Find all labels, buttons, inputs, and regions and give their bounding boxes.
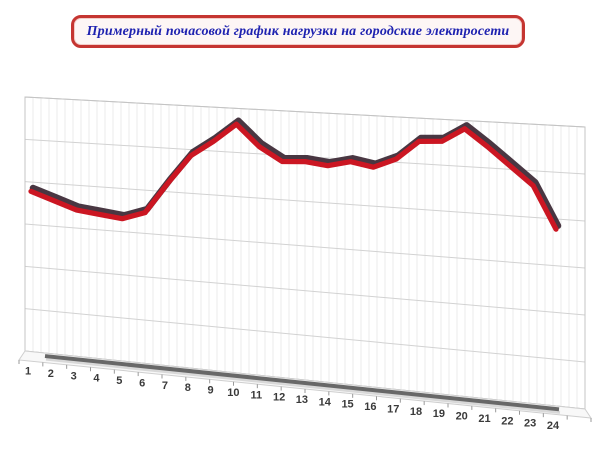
x-axis-label: 5 (116, 375, 122, 387)
value-gridline (24, 223, 586, 269)
x-axis-label: 1 (25, 366, 31, 378)
x-axis-label: 22 (501, 415, 513, 427)
value-gridline (24, 265, 586, 316)
x-axis-label: 7 (162, 380, 168, 392)
x-axis-label: 11 (250, 389, 262, 401)
x-axis-label: 4 (93, 373, 100, 385)
x-axis-label: 2 (48, 368, 54, 380)
x-axis-labels: 1 2 3 4 5 6 7 8 9 10 11 12 13 14 15 16 17 18 19 20 21 22 23 24 (25, 366, 560, 432)
x-axis-label: 21 (478, 413, 490, 425)
value-gridline (24, 181, 586, 222)
floor-strip-highlight (45, 357, 561, 414)
value-gridline (24, 308, 586, 363)
chart-title: Примерный почасовой график нагрузки на г… (86, 23, 510, 39)
x-axis-label: 10 (227, 387, 239, 399)
x-axis-label: 20 (456, 411, 468, 423)
load-line-shadow (29, 117, 562, 230)
x-axis-ticks (18, 360, 592, 422)
x-axis-label: 9 (208, 385, 214, 397)
x-axis-label: 23 (524, 418, 536, 430)
x-axis-label: 14 (319, 396, 332, 408)
x-axis-label: 6 (139, 377, 145, 389)
x-axis-label: 8 (185, 382, 191, 394)
chart-title-box: Примерный почасовой график нагрузки на г… (71, 15, 525, 48)
x-axis-label: 12 (273, 392, 285, 404)
x-axis-label: 18 (410, 406, 422, 418)
floor-strip (44, 354, 560, 412)
x-axis-label: 24 (547, 420, 560, 432)
x-axis-label: 15 (341, 399, 353, 411)
x-axis-label: 16 (364, 401, 376, 413)
x-axis-label: 3 (71, 370, 77, 382)
x-axis-label: 13 (296, 394, 308, 406)
x-axis-label: 17 (387, 403, 399, 415)
load-line (28, 121, 559, 232)
x-axis-label: 19 (433, 408, 445, 420)
